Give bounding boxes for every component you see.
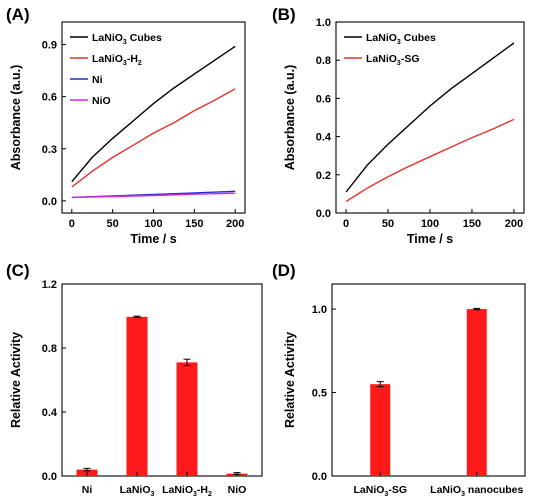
plot-frame (335, 21, 525, 214)
legend-label: LaNiO3 Cubes (92, 32, 162, 46)
y-tick-label: 0.0 (312, 471, 327, 483)
y-axis-label: Absorbance (a.u.) (283, 65, 297, 171)
category-label: Ni (82, 484, 93, 496)
x-tick-label: 200 (226, 218, 244, 230)
legend-label: LaNiO3 Cubes (366, 32, 436, 46)
y-axis-label: Relative Activity (283, 332, 297, 428)
x-tick-label: 150 (185, 218, 203, 230)
category-label: LaNiO3 (120, 484, 155, 498)
series-line (345, 118, 515, 203)
legend-label: LaNiO3-H2 (92, 53, 142, 67)
bar (370, 384, 391, 476)
series-line (71, 88, 236, 188)
category-label: LaNiO3-H2 (162, 484, 212, 498)
panel-c: (C) 0.0 0.4 0.8 1.2 Relative Activity Ni LaNiO3… (6, 261, 263, 498)
plot-frame (61, 21, 246, 214)
y-tick-label: 1.2 (42, 279, 57, 291)
panel-label: (D) (272, 261, 296, 280)
y-tick-label: 1.0 (316, 17, 331, 29)
y-tick-label: 0.8 (42, 343, 57, 355)
category-label: NiO (228, 484, 247, 496)
y-tick-label: 0.6 (42, 92, 57, 104)
series-line (71, 192, 236, 199)
category-label: LaNiO3-SG (354, 484, 408, 498)
series-line (71, 45, 236, 183)
y-tick-label: 0.8 (316, 55, 331, 67)
panel-a: (A) 0.0 0.3 0.6 0.9 Absorbance (a.u.) 0 50 100 15… (6, 5, 246, 246)
plot-frame (331, 283, 526, 477)
panel-b: (B) 0.0 0.2 0.4 0.6 0.8 1.0 Absorbance (a.u.) 0 5… (272, 5, 525, 246)
x-tick-label: 50 (382, 218, 394, 230)
y-tick-label: 0.5 (312, 388, 327, 400)
y-tick-label: 0.6 (316, 93, 331, 105)
bar (176, 362, 198, 476)
bar (466, 309, 487, 476)
x-tick-label: 0 (69, 218, 75, 230)
y-tick-label: 0.4 (316, 132, 332, 144)
panel-label: (B) (272, 5, 296, 24)
y-tick-label: 0.3 (42, 144, 57, 156)
bar (126, 316, 148, 476)
y-tick-label: 1.0 (312, 304, 327, 316)
y-tick-label: 0.0 (316, 208, 331, 220)
y-tick-label: 0.9 (42, 40, 57, 52)
legend-label: Ni (92, 74, 103, 86)
x-tick-label: 50 (107, 218, 119, 230)
panel-d: (D) 0.0 0.5 1.0 Relative Activity LaNiO3-SG La… (272, 261, 526, 498)
plot-frame (61, 283, 263, 477)
panel-label: (C) (6, 261, 30, 280)
y-axis-label: Relative Activity (9, 332, 23, 428)
x-tick-label: 0 (343, 218, 349, 230)
x-axis-label: Time / s (130, 232, 176, 246)
x-tick-label: 100 (421, 218, 439, 230)
panel-label: (A) (6, 5, 30, 24)
y-tick-label: 0.2 (316, 170, 331, 182)
legend-label: LaNiO3-SG (366, 53, 420, 67)
y-tick-label: 0.0 (42, 196, 57, 208)
x-axis-label: Time / s (407, 232, 453, 246)
x-tick-label: 200 (505, 218, 523, 230)
y-axis-label: Absorbance (a.u.) (9, 65, 23, 171)
category-label: LaNiO3 nanocubes (430, 484, 523, 498)
x-tick-label: 100 (144, 218, 162, 230)
y-tick-label: 0.0 (42, 471, 57, 483)
series-line (345, 42, 515, 193)
x-tick-label: 150 (463, 218, 481, 230)
legend-label: NiO (92, 95, 111, 107)
y-tick-label: 0.4 (42, 407, 58, 419)
